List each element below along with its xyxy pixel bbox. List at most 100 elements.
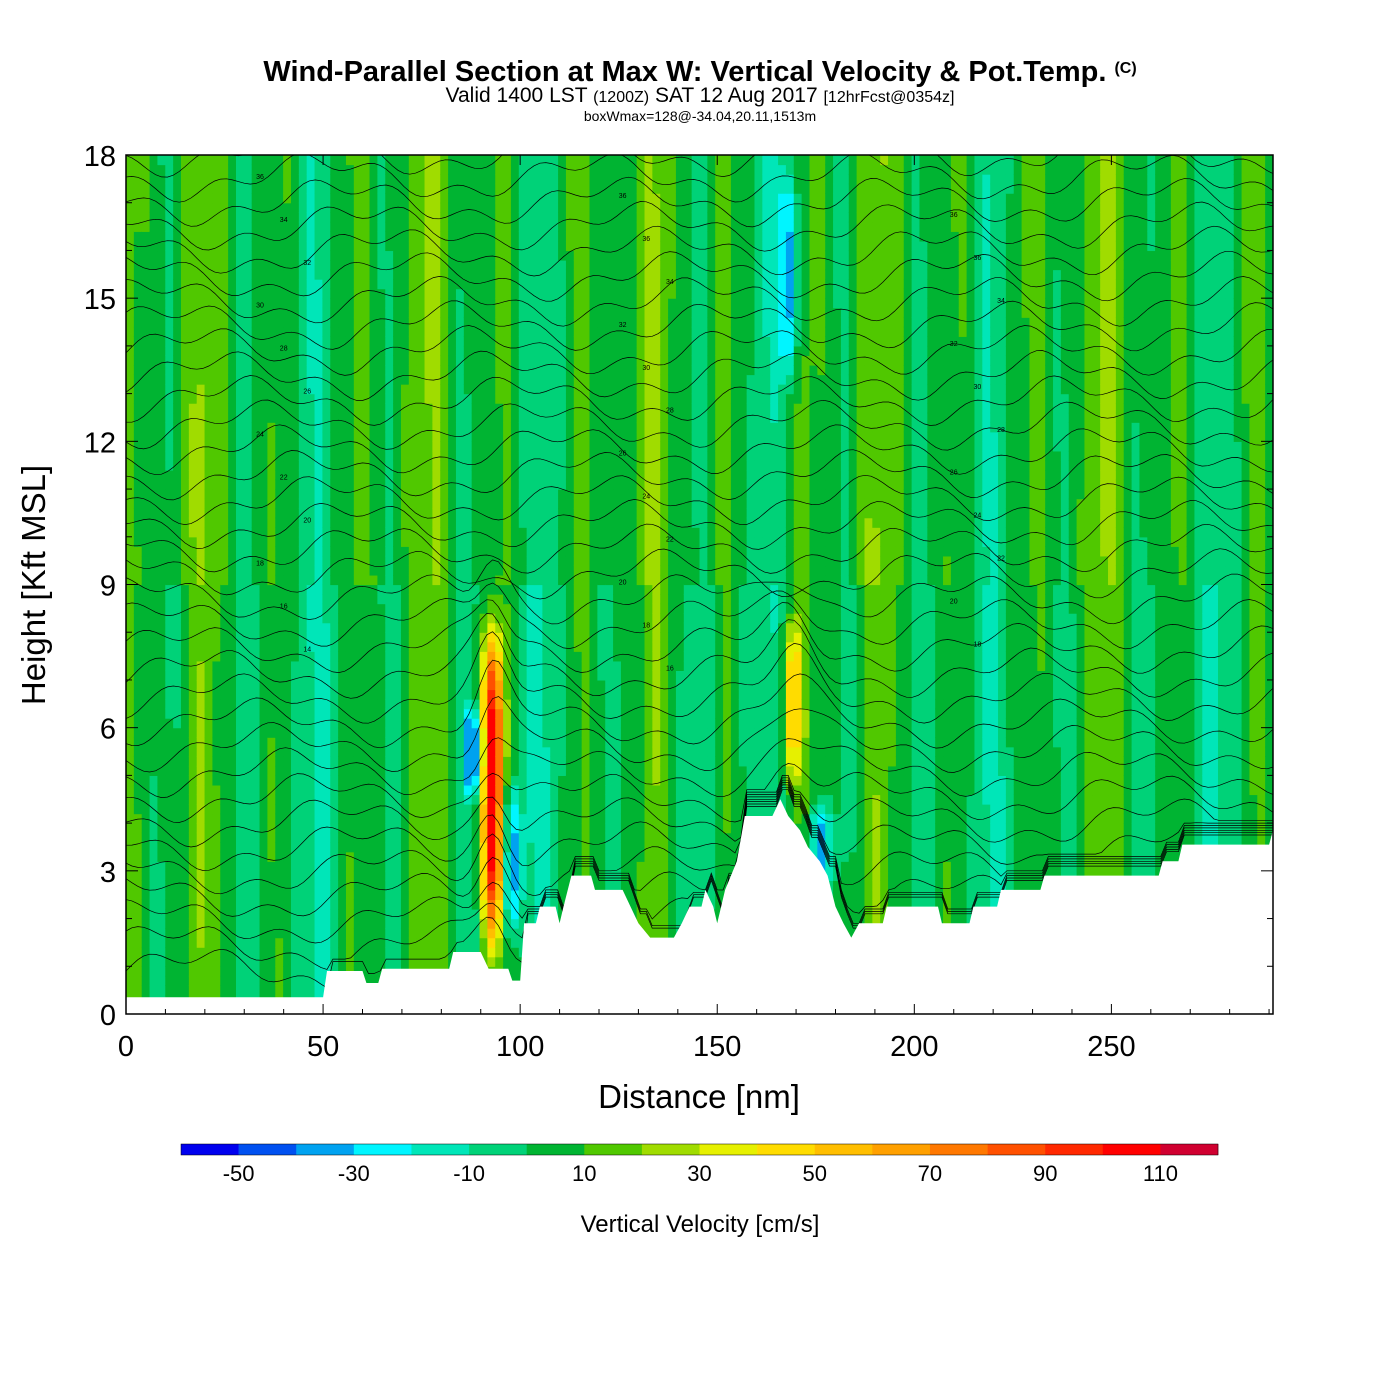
field-cell [204,498,214,509]
field-cell [306,546,316,557]
field-cell [338,918,347,929]
field-cell [126,422,135,433]
field-cell [385,679,394,691]
field-cell [361,412,371,423]
field-cell [290,880,300,891]
field-cell [353,756,363,767]
field-cell [463,813,473,824]
field-cell [220,193,229,204]
field-cell [448,899,457,910]
field-cell [133,546,143,557]
field-cell [243,813,253,824]
field-cell [196,393,206,404]
field-cell [212,355,221,366]
field-cell [133,431,143,442]
field-cell [173,813,182,824]
field-cell [338,250,347,261]
field-cell [275,269,284,280]
field-cell [377,651,386,662]
field-cell [432,193,441,204]
field-cell [314,479,324,490]
field-cell [165,966,174,977]
field-cell [424,193,433,204]
field-cell [463,756,473,767]
field-cell [228,536,237,547]
field-cell [353,918,363,929]
field-cell [259,288,269,299]
field-cell [235,250,245,261]
field-cell [322,918,331,929]
field-cell [487,746,496,757]
field-cell [204,737,214,748]
field-cell [212,460,221,471]
field-cell [298,517,308,528]
field-cell [432,441,441,452]
field-cell [314,574,324,586]
field-cell [542,870,551,881]
field-cell [275,193,284,204]
field-cell [322,708,331,719]
field-cell [542,613,551,624]
field-cell [361,899,371,910]
field-cell [400,536,410,547]
field-cell [518,718,528,729]
field-cell [471,737,481,748]
field-cell [448,450,457,462]
field-cell [196,298,206,309]
field-cell [361,221,371,232]
field-cell [212,374,221,385]
field-cell [228,670,237,681]
field-cell [196,880,206,891]
field-cell [243,727,253,738]
field-cell [212,708,221,719]
field-cell [180,202,190,213]
field-cell [416,326,426,337]
field-cell [306,632,316,643]
field-cell [180,279,190,290]
field-cell [267,384,276,395]
field-cell [157,861,166,872]
field-cell [298,832,308,843]
field-cell [180,364,190,376]
field-cell [196,489,206,500]
field-cell [157,603,166,614]
field-cell [424,469,433,481]
field-cell [212,899,221,910]
field-cell [243,269,253,280]
field-cell [267,574,276,586]
field-cell [188,727,198,738]
field-cell [322,431,331,442]
field-cell [298,240,308,252]
field-cell [369,183,378,194]
field-cell [149,565,159,576]
field-cell [180,345,190,357]
field-cell [275,393,284,404]
field-cell [180,947,190,958]
field-cell [173,870,182,881]
field-cell [408,422,418,433]
field-cell [448,851,457,862]
field-cell [487,422,496,433]
field-cell [275,746,284,757]
field-cell [385,527,394,538]
field-cell [440,794,449,805]
field-cell [393,679,402,691]
field-cell [503,240,512,252]
field-cell [126,670,135,681]
field-cell [400,355,410,366]
field-cell [361,928,371,939]
field-cell [330,765,339,776]
field-cell [212,765,221,776]
field-cell [290,431,300,442]
field-cell [235,431,245,442]
field-cell [385,212,394,223]
field-cell [534,336,543,347]
field-cell [526,355,536,366]
field-cell [385,250,394,261]
field-cell [479,765,488,776]
field-cell [196,689,206,700]
field-cell [141,689,151,700]
field-cell [369,861,378,872]
field-cell [448,412,457,423]
field-cell [448,536,457,547]
